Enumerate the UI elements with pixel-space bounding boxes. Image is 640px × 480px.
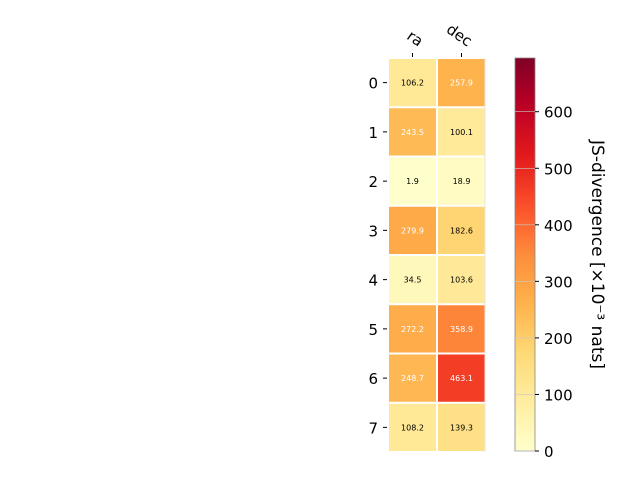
row-tick-label: 2	[368, 173, 378, 191]
heatmap-cell	[438, 256, 485, 304]
colorbar-gradient	[514, 57, 536, 452]
colorbar-tick-label: 400	[544, 217, 573, 235]
row-tick-label: 7	[368, 419, 378, 437]
row-tick-labels: 0 1 2 3 4 5 6 7	[368, 75, 387, 437]
heatmap-cell	[389, 354, 436, 402]
cell-value-label: 279.9	[401, 226, 424, 235]
heatmap-cell	[389, 206, 436, 254]
colorbar-tick-label: 300	[544, 273, 573, 291]
column-tick-labels: ra dec	[404, 20, 476, 57]
cell-value-label: 34.5	[404, 276, 422, 285]
column-tick-label: dec	[443, 20, 475, 50]
row-tick-label: 0	[368, 75, 378, 93]
row-tick-label: 4	[368, 272, 378, 290]
cell-value-label: 108.2	[401, 423, 424, 432]
heatmap-cell	[438, 354, 485, 402]
cell-value-label: 358.9	[450, 325, 473, 334]
heatmap-cell	[438, 157, 485, 205]
colorbar-tick-label: 0	[544, 443, 554, 461]
row-tick-label: 3	[368, 222, 378, 240]
column-tick-label: ra	[404, 27, 427, 51]
heatmap-cell	[389, 157, 436, 205]
heatmap-cell	[438, 305, 485, 353]
heatmap-cell	[438, 108, 485, 156]
heatmap-cell	[389, 59, 436, 107]
heatmap-cell	[389, 108, 436, 156]
cell-value-label: 139.3	[450, 423, 473, 432]
cell-value-label: 1.9	[406, 177, 419, 186]
cell-value-label: 18.9	[453, 177, 471, 186]
row-tick-label: 1	[368, 124, 378, 142]
cell-value-label: 463.1	[450, 374, 473, 383]
colorbar-tick-label: 200	[544, 330, 573, 348]
heatmap-cell	[438, 403, 485, 451]
heatmap-cell	[438, 59, 485, 107]
cell-value-label: 100.1	[450, 128, 473, 137]
cell-value-label: 248.7	[401, 374, 424, 383]
cell-value-label: 106.2	[401, 79, 424, 88]
heatmap-cell	[389, 403, 436, 451]
cell-value-label: 272.2	[401, 325, 424, 334]
cell-value-label: 257.9	[450, 79, 473, 88]
row-tick-label: 5	[368, 321, 378, 339]
heatmap-cell	[438, 206, 485, 254]
colorbar-label: JS-divergence [×10⁻³ nats]	[587, 139, 607, 369]
heatmap-cell	[389, 256, 436, 304]
row-tick-label: 6	[368, 370, 378, 388]
colorbar-tick-label: 100	[544, 386, 573, 404]
colorbar: 0 100 200 300 400 500 600 JS-divergence [×10⁻³ …	[514, 57, 607, 461]
heatmap-cells: 106.2 257.9 243.5 100.1 1.9 18.9 279.9 182.6 34.…	[389, 58, 486, 452]
heatmap-cell	[389, 305, 436, 353]
cell-value-label: 243.5	[401, 128, 424, 137]
colorbar-tick-label: 500	[544, 160, 573, 178]
colorbar-tick-label: 600	[544, 104, 573, 122]
cell-value-label: 103.6	[450, 276, 473, 285]
cell-value-label: 182.6	[450, 226, 473, 235]
